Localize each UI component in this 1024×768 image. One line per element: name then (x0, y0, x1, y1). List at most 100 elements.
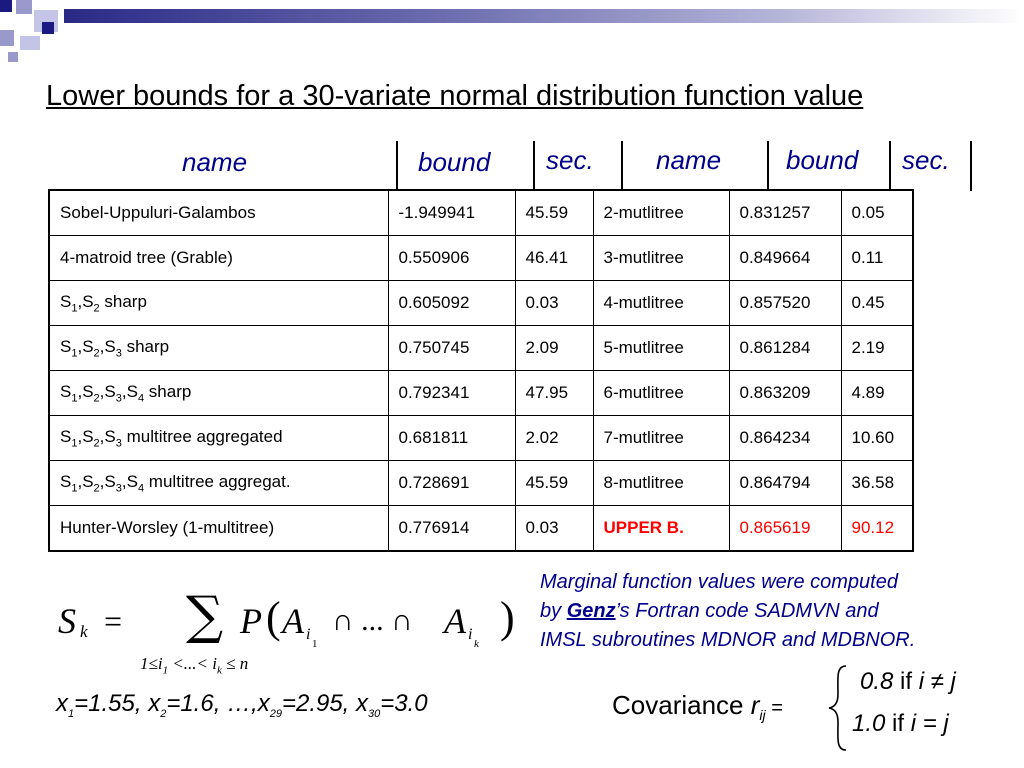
case-2-condition: i = j (910, 710, 949, 737)
formula-ak: A (444, 601, 466, 641)
cell-sec: 45.59 (514, 460, 594, 506)
table-row: S1,S2,S3 multitree aggregated 0.681811 2.0… (48, 415, 914, 461)
formula-limits-subk: k (216, 664, 222, 677)
cell-sec-2: 2.19 (840, 325, 914, 371)
covariance-r: r (750, 690, 760, 720)
formula-limits: 1≤i1 <...< ik ≤ n (140, 654, 248, 676)
cell-bound-2: 0.864794 (728, 460, 842, 506)
cell-bound-2: 0.861284 (728, 325, 842, 371)
header-divider (621, 141, 623, 191)
table-row: S1,S2 sharp 0.605092 0.03 4-mutlitree 0.8575… (48, 280, 914, 326)
header-divider (767, 141, 769, 191)
covariance-case-1: 0.8 if i ≠ j (860, 668, 956, 696)
x-sub: 30 (368, 707, 381, 720)
formula-equals: = (104, 603, 123, 639)
subscript: 3 (115, 347, 122, 360)
formula-sum: ∑ (186, 586, 224, 646)
x-values: x1=1.55, x2=1.6, …,x29=2.95, x30=3.0 (56, 690, 428, 720)
x-sub: 29 (269, 707, 282, 720)
cell-bound-2: 0.849664 (728, 235, 842, 281)
formula-paren-close: ) (500, 593, 515, 642)
name-suffix: sharp (121, 336, 170, 356)
note-line-2-prefix: by (540, 600, 567, 622)
subscript: 1 (71, 482, 78, 495)
cell-name: S1,S2,S3,S4 sharp (48, 370, 389, 416)
x-var: x (356, 690, 369, 717)
column-header-name-2: name (656, 145, 722, 175)
header-divider (970, 141, 972, 191)
formula-intersections: ∩ ... ∩ (332, 604, 413, 637)
corner-decoration-mid-2 (20, 36, 40, 50)
cell-name: Hunter-Worsley (1-multitree) (48, 505, 389, 552)
genz-link[interactable]: Genz (566, 600, 616, 622)
case-2-value: 1.0 (852, 710, 886, 737)
cell-name-2: 8-mutlitree (592, 460, 730, 506)
formula-limits-sub1: 1 (162, 664, 169, 677)
table-row: Sobel-Uppuluri-Galambos -1.949941 45.59 2-m… (48, 189, 914, 236)
table-row: S1,S2,S3,S4 sharp 0.792341 47.95 6-mutlitre… (48, 370, 914, 416)
corner-decoration-dark (0, 0, 12, 12)
formula-limits-end: ≤ n (221, 654, 249, 673)
header-divider (533, 141, 535, 191)
cell-name-2: 2-mutlitree (592, 189, 730, 236)
cell-bound: 0.728691 (387, 460, 516, 506)
cell-name-2: 5-mutlitree (592, 325, 730, 371)
table-row: Hunter-Worsley (1-multitree) 0.776914 0.03… (48, 505, 914, 552)
subscript: 2 (93, 437, 100, 450)
cell-sec: 2.09 (514, 325, 594, 371)
cell-sec-2: 36.58 (840, 460, 914, 506)
subscript: 4 (137, 482, 145, 495)
case-1-condition: i ≠ j (918, 668, 956, 695)
subscript: 2 (93, 482, 100, 495)
header-divider (889, 141, 891, 191)
column-header-sec: sec. (546, 145, 594, 175)
cell-bound: 0.550906 (387, 235, 516, 281)
subscript: 1 (71, 347, 78, 360)
cell-bound: -1.949941 (387, 189, 516, 236)
formula-s: S (58, 601, 76, 641)
case-1-if: if (893, 668, 919, 695)
column-header-name: name (182, 147, 248, 177)
method-note: Marginal function values were computed b… (540, 568, 915, 655)
cell-sec-2: 0.45 (840, 280, 914, 326)
note-line-1: Marginal function values were computed (540, 571, 898, 593)
subscript: 2 (93, 392, 100, 405)
cell-sec-2: 10.60 (840, 415, 914, 461)
corner-decoration-light-3 (8, 52, 18, 62)
corner-decoration-light (16, 0, 32, 14)
cell-sec: 45.59 (514, 189, 594, 236)
cell-bound-2: 0.863209 (728, 370, 842, 416)
column-header-bound: bound (418, 147, 491, 177)
cell-name: S1,S2,S3 sharp (48, 325, 389, 371)
cell-sec: 46.41 (514, 235, 594, 281)
x-val: =3.0 (380, 690, 428, 717)
cell-sec: 0.03 (514, 505, 594, 552)
cell-name: S1,S2,S3 multitree aggregated (48, 415, 389, 461)
note-line-3: IMSL subroutines MDNOR and MDBNOR. (540, 629, 916, 651)
formula-ak-subsub: k (474, 638, 479, 650)
cell-bound-2: 0.864234 (728, 415, 842, 461)
x-val: =2.95, (281, 690, 357, 717)
subscript: 2 (93, 347, 100, 360)
subscript: 1 (71, 437, 78, 450)
results-table: Sobel-Uppuluri-Galambos -1.949941 45.59 2-m… (48, 189, 914, 552)
cell-sec-2: 4.89 (840, 370, 914, 416)
cell-name-2: 7-mutlitree (592, 415, 730, 461)
name-suffix: sharp (144, 381, 192, 401)
subscript: 3 (115, 437, 122, 450)
formula-limits-mid: <...< i (168, 654, 217, 673)
name-suffix: multitree aggregat. (144, 471, 291, 491)
cell-sec-2: 0.11 (840, 235, 914, 281)
x-sub: 1 (68, 707, 75, 720)
formula-paren-open: ( (266, 593, 281, 642)
x-var: x (148, 690, 161, 717)
table-row: 4-matroid tree (Grable) 0.550906 46.41 3-mu… (48, 235, 914, 281)
name-suffix: multitree aggregated (121, 426, 283, 446)
formula-a1-subsub: 1 (312, 638, 318, 650)
covariance-sub: ij (759, 707, 766, 724)
cell-name-2: 6-mutlitree (592, 370, 730, 416)
subscript: 4 (137, 392, 145, 405)
x-val: =1.55, (74, 690, 149, 717)
formula-limits-start: 1≤i (140, 654, 163, 673)
header-gradient-bar (64, 9, 1024, 23)
